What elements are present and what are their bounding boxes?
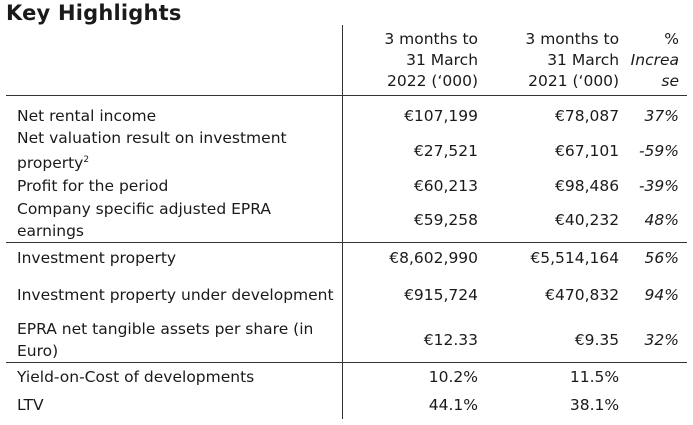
header-2022: 3 months to 31 March 2022 (‘000) (341, 25, 487, 96)
row-value-2022: €915,724 (341, 272, 487, 317)
row-label: Investment property (17, 248, 177, 267)
header-2022-line3: 2022 (‘000) (387, 72, 479, 90)
table-row: Investment property €8,602,990 €5,514,16… (6, 242, 687, 272)
header-pct-line2: Increa (630, 51, 679, 69)
row-pct: -59% (638, 141, 679, 160)
header-2021: 3 months to 31 March 2021 (‘000) (486, 25, 627, 96)
row-label: Net rental income (17, 106, 157, 125)
footnote-marker: 2 (83, 155, 90, 165)
row-label: Company specific adjusted EPRA earnings (17, 199, 271, 240)
row-value-2021: €5,514,164 (530, 248, 620, 267)
table-row: Net rental income €107,199 €78,087 37% (6, 104, 687, 127)
row-label: Investment property under development (17, 285, 334, 304)
row-value-2022: €8,602,990 (341, 242, 487, 272)
table-row: Net valuation result on investment prope… (6, 127, 687, 174)
header-2021-line2: 31 March (547, 51, 620, 69)
row-value-2022: 10.2% (341, 362, 487, 391)
row-value-2021: €67,101 (554, 141, 620, 160)
row-pct: 94% (644, 285, 679, 304)
row-pct: 56% (644, 248, 679, 267)
row-value-2021: 11.5% (569, 368, 620, 386)
table-row: LTV 44.1% 38.1% (6, 391, 687, 419)
table-row: Profit for the period €60,213 €98,486 -3… (6, 174, 687, 197)
highlights-table: 3 months to 31 March 2022 (‘000) 3 month… (6, 25, 687, 419)
header-2021-line3: 2021 (‘000) (528, 72, 620, 90)
row-value-2022: €12.33 (341, 317, 487, 363)
row-label: Profit for the period (17, 176, 169, 195)
table-row: EPRA net tangible assets per share (in E… (6, 317, 687, 363)
row-pct: 32% (644, 330, 679, 349)
row-value-2021: €470,832 (545, 285, 620, 304)
row-label: Yield-on-Cost of developments (17, 368, 255, 386)
header-2022-line2: 31 March (406, 51, 479, 69)
row-pct: 37% (644, 106, 679, 125)
header-2021-line1: 3 months to (525, 30, 620, 48)
row-value-2021: €9.35 (574, 330, 620, 349)
table-row: Yield-on-Cost of developments 10.2% 11.5… (6, 362, 687, 392)
row-value-2022: €27,521 (341, 127, 487, 174)
header-pct-line3: se (661, 72, 679, 90)
table-row: Investment property under development €9… (6, 272, 687, 317)
table-row: Company specific adjusted EPRA earnings … (6, 197, 687, 243)
row-pct (627, 391, 687, 419)
page-title: Key Highlights (6, 1, 182, 25)
row-value-2022: 44.1% (341, 391, 487, 419)
header-2022-line1: 3 months to (384, 30, 479, 48)
row-value-2021: 38.1% (569, 396, 620, 414)
row-pct: -39% (638, 176, 679, 195)
row-value-2022: €59,258 (341, 197, 487, 243)
row-label: EPRA net tangible assets per share (in E… (17, 319, 314, 360)
row-value-2021: €40,232 (554, 210, 620, 229)
row-pct: 48% (644, 210, 679, 229)
row-value-2022: €107,199 (341, 104, 487, 127)
row-pct (627, 363, 687, 392)
row-label: Net valuation result on investment prope… (6, 127, 342, 174)
row-label-text: Net valuation result on investment prope… (17, 129, 287, 172)
table-header-row: 3 months to 31 March 2022 (‘000) 3 month… (6, 25, 687, 96)
header-pct-line1: % (664, 30, 679, 48)
row-value-2021: €98,486 (554, 176, 620, 195)
header-pct: % Increa se (627, 25, 687, 96)
row-value-2021: €78,087 (554, 106, 620, 125)
row-label: LTV (17, 396, 44, 414)
header-label-cell (6, 25, 342, 96)
row-value-2022: €60,213 (341, 174, 487, 197)
